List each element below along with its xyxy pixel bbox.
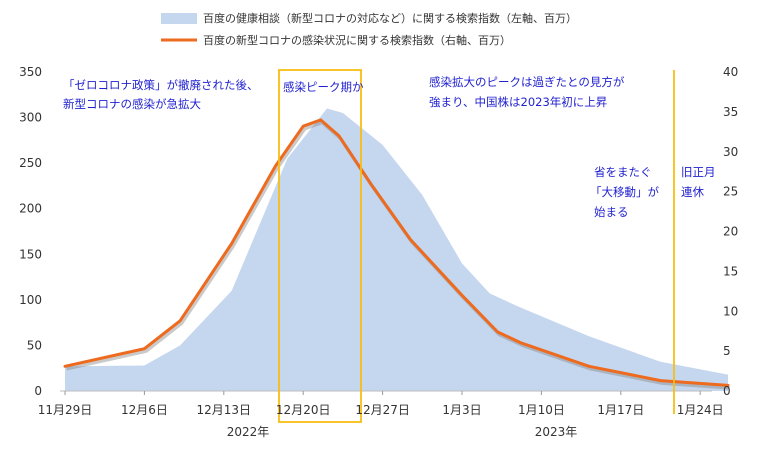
y-axis-right: 0 5 10 15 20 25 30 35 40 — [723, 65, 738, 398]
x-tick-label: 12月27日 — [355, 403, 410, 417]
y-left-tick-label: 200 — [19, 202, 42, 216]
y-left-tick-label: 0 — [34, 384, 42, 398]
legend: 百度の健康相談（新型コロナの対応など）に関する検索指数（左軸、百万） 百度の新型… — [161, 11, 577, 47]
legend-area-label: 百度の健康相談（新型コロナの対応など）に関する検索指数（左軸、百万） — [203, 11, 577, 25]
y-left-tick-label: 50 — [27, 338, 42, 352]
y-right-tick-label: 15 — [723, 264, 738, 278]
x-tick-label: 1月3日 — [442, 403, 481, 417]
annotation-lunar-new-year-line2: 連休 — [681, 185, 704, 199]
health-consult-area — [65, 108, 728, 391]
x-tick-label: 12月20日 — [276, 403, 331, 417]
legend-line-label: 百度の新型コロナの感染状況に関する検索指数（右軸、百万） — [203, 33, 511, 47]
y-right-tick-label: 30 — [723, 145, 738, 159]
x-tick-label: 12月6日 — [121, 403, 168, 417]
y-right-tick-label: 40 — [723, 65, 738, 79]
annotation-travel-line2: 「大移動」が — [590, 185, 659, 199]
y-right-tick-label: 0 — [723, 384, 731, 398]
y-left-tick-label: 250 — [19, 156, 42, 170]
x-tick-label: 12月13日 — [197, 403, 252, 417]
y-left-tick-label: 300 — [19, 111, 42, 125]
x-tick-label: 1月10日 — [518, 403, 565, 417]
year-label-2023: 2023年 — [535, 425, 578, 439]
annotation-zero-covid-line1: 「ゼロコロナ政策」が撤廃された後、 — [63, 78, 259, 92]
legend-area-swatch — [161, 13, 197, 24]
x-tick-label: 1月17日 — [597, 403, 644, 417]
year-label-2022: 2022年 — [227, 425, 270, 439]
annotation-travel-line1: 省をまたぐ — [594, 165, 652, 179]
y-right-tick-label: 5 — [723, 344, 731, 358]
annotation-zero-covid-line2: 新型コロナの感染が急拡大 — [63, 97, 201, 111]
x-tick-label: 11月29日 — [38, 403, 93, 417]
peak-period-box — [278, 69, 362, 423]
annotation-peak-view-line1: 感染拡大のピークは過ぎたとの見方が — [429, 75, 625, 89]
annotation-peak-view-line2: 強まり、中国株は2023年初に上昇 — [429, 95, 607, 109]
y-right-tick-label: 10 — [723, 304, 738, 318]
y-left-tick-label: 100 — [19, 293, 42, 307]
annotation-travel-line3: 始まる — [594, 205, 629, 219]
annotation-peak-period: 感染ピーク期か — [283, 80, 364, 94]
y-right-tick-label: 35 — [723, 105, 738, 119]
infection-status-line — [63, 118, 730, 387]
x-axis: 11月29日 12月6日 12月13日 12月20日 12月27日 1月3日 1月10日 1月… — [38, 391, 724, 417]
y-right-tick-label: 20 — [723, 225, 738, 239]
x-tick-label: 1月24日 — [677, 403, 724, 417]
annotations: 「ゼロコロナ政策」が撤廃された後、 新型コロナの感染が急拡大 感染ピーク期か 感… — [63, 75, 716, 219]
y-left-tick-label: 150 — [19, 247, 42, 261]
y-left-tick-label: 350 — [19, 65, 42, 79]
annotation-lunar-new-year-line1: 旧正月 — [681, 165, 716, 179]
plot-area — [60, 108, 730, 392]
y-axis-left: 0 50 100 150 200 250 300 350 — [19, 65, 42, 398]
y-right-tick-label: 25 — [723, 185, 738, 199]
